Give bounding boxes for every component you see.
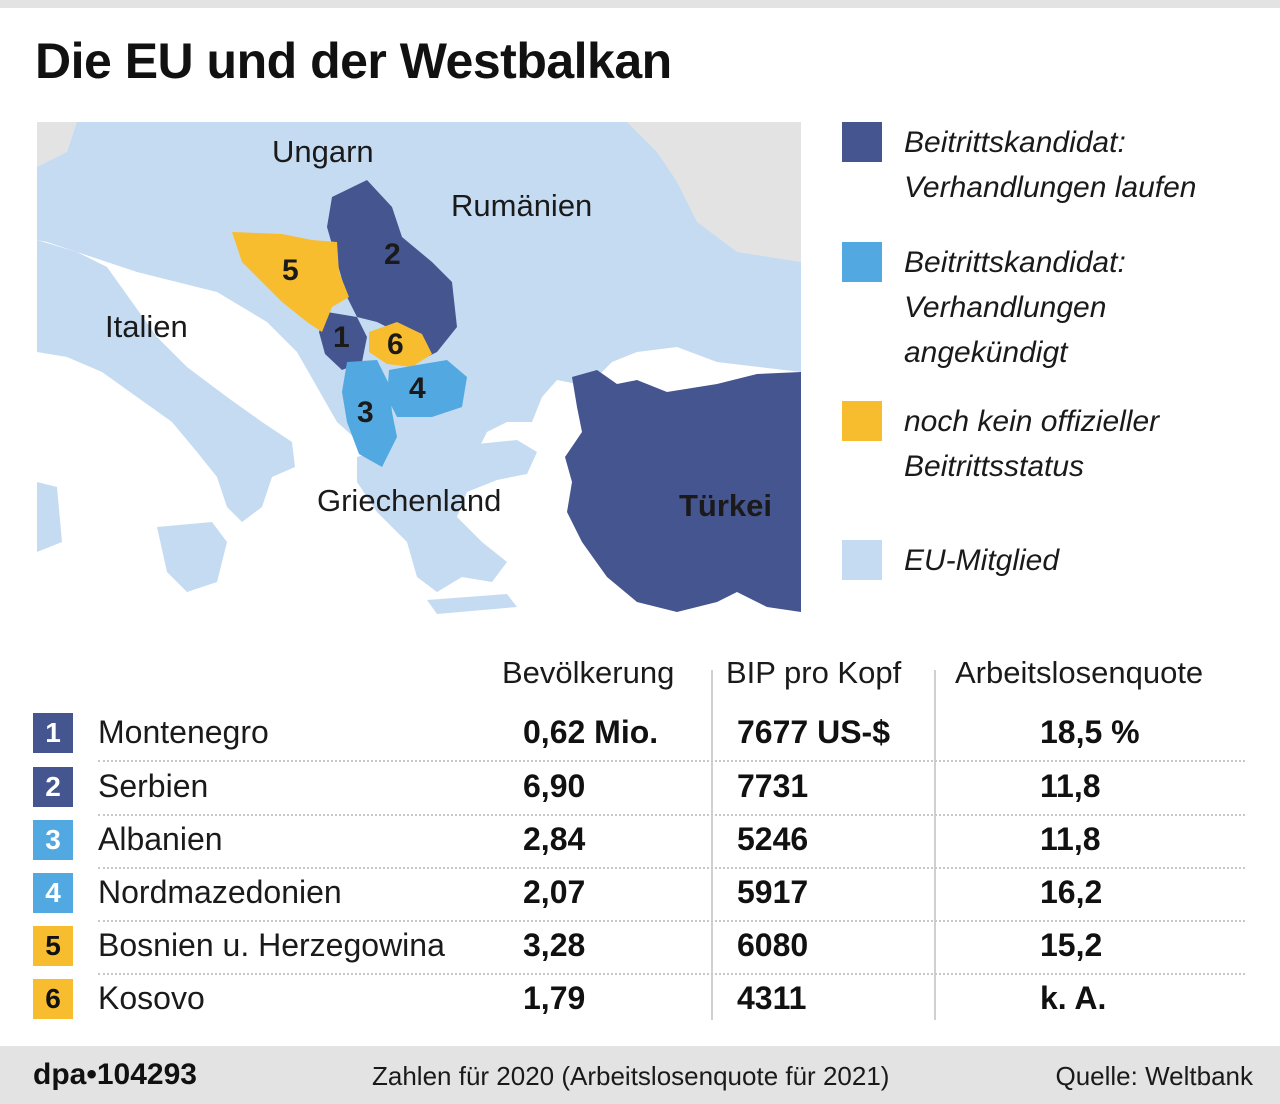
row-separator	[98, 760, 1245, 762]
bosnia-region	[232, 232, 349, 332]
legend-swatch-negotiating	[842, 122, 882, 162]
row-country: Albanien	[98, 821, 223, 857]
legend-label-eu-member: EU-Mitglied	[904, 544, 1060, 577]
row-gdp: 5246	[737, 821, 809, 857]
sicily	[157, 522, 227, 592]
turkey-region	[565, 370, 801, 612]
map-number-4: 4	[409, 372, 426, 405]
row-unemployment: k. A.	[1040, 980, 1107, 1016]
map-svg: 2 5 1 6 3 4 Ungarn Rumänien Italien Grie…	[37, 122, 801, 620]
header-population: Bevölkerung	[502, 655, 675, 690]
map-label-greece: Griechenland	[317, 483, 501, 518]
dpa-logo: dpa•104293	[33, 1058, 197, 1091]
map-number-5: 5	[282, 254, 299, 287]
map-label-italy: Italien	[105, 309, 188, 344]
italy-land	[37, 240, 295, 522]
serbia-region	[327, 180, 457, 362]
row-population: 0,62 Mio.	[523, 714, 659, 750]
map-number-2: 2	[384, 238, 401, 271]
non-eu-land-west	[37, 122, 77, 167]
footer-bar: dpa•104293 Zahlen für 2020 (Arbeitslosen…	[0, 1046, 1280, 1104]
row-population: 2,84	[523, 821, 586, 857]
row-separator	[98, 867, 1245, 869]
row-population: 3,28	[523, 927, 586, 963]
row-country: Serbien	[98, 768, 209, 804]
legend-label-no-status: noch kein offizieller Beitrittsstatus	[904, 405, 1160, 483]
montenegro-region	[319, 312, 367, 370]
legend-swatch-eu-member	[842, 540, 882, 580]
row-number-badge: 1	[33, 713, 73, 753]
map-number-6: 6	[387, 328, 404, 361]
row-number-badge: 6	[33, 979, 73, 1019]
row-unemployment: 11,8	[1040, 768, 1101, 804]
row-population: 1,79	[523, 980, 586, 1016]
kosovo-region	[369, 322, 432, 367]
header-gdp: BIP pro Kopf	[726, 655, 902, 690]
column-divider	[711, 670, 713, 1020]
row-unemployment: 16,2	[1040, 874, 1103, 910]
row-gdp: 6080	[737, 927, 809, 963]
row-separator	[98, 814, 1245, 816]
row-country: Bosnien u. Herzegowina	[98, 927, 445, 963]
map-number-1: 1	[333, 321, 350, 354]
table-row: 6 Kosovo 1,79 4311 k. A.	[0, 973, 1280, 1026]
row-number-badge: 4	[33, 873, 73, 913]
column-divider	[934, 670, 936, 1020]
row-number-badge: 3	[33, 820, 73, 860]
legend-label-announced: Beitrittskandidat: Verhandlungen angekün…	[904, 246, 1126, 369]
row-unemployment: 18,5 %	[1040, 714, 1140, 750]
row-unemployment: 11,8	[1040, 821, 1101, 857]
map-label-romania: Rumänien	[451, 188, 592, 223]
row-separator	[98, 920, 1245, 922]
row-population: 2,07	[523, 874, 586, 910]
row-unemployment: 15,2	[1040, 927, 1103, 963]
footer-source: Quelle: Weltbank	[1055, 1061, 1253, 1091]
row-gdp: 5917	[737, 874, 809, 910]
table-row: 4 Nordmazedonien 2,07 5917 16,2	[0, 867, 1280, 920]
row-number-badge: 2	[33, 767, 73, 807]
row-gdp: 4311	[737, 980, 807, 1016]
row-country: Montenegro	[98, 714, 269, 750]
table-row: 1 Montenegro 0,62 Mio. 7677 US-$ 18,5 %	[0, 707, 1280, 760]
non-eu-land	[627, 122, 801, 262]
table-row: 5 Bosnien u. Herzegowina 3,28 6080 15,2	[0, 920, 1280, 973]
row-gdp: 7677 US-$	[737, 714, 890, 750]
legend-label-negotiating: Beitrittskandidat: Verhandlungen laufen	[904, 126, 1197, 204]
row-population: 6,90	[523, 768, 586, 804]
row-number-badge: 5	[33, 926, 73, 966]
albania-region	[342, 360, 397, 467]
table-row: 2 Serbien 6,90 7731 11,8	[0, 761, 1280, 814]
balkan-map: 2 5 1 6 3 4 Ungarn Rumänien Italien Grie…	[37, 122, 801, 620]
header-unemployment: Arbeitslosenquote	[955, 655, 1204, 690]
greece-land	[357, 440, 537, 592]
page-title: Die EU und der Westbalkan	[35, 33, 672, 89]
row-country: Kosovo	[98, 980, 205, 1016]
legend-swatch-no-status	[842, 401, 882, 441]
map-label-turkey: Türkei	[679, 488, 772, 523]
table-row: 3 Albanien 2,84 5246 11,8	[0, 814, 1280, 867]
crete	[427, 594, 517, 614]
footer-note: Zahlen für 2020 (Arbeitslosenquote für 2…	[372, 1061, 890, 1091]
map-number-3: 3	[357, 396, 374, 429]
legend-swatch-announced	[842, 242, 882, 282]
north-macedonia-region	[387, 360, 467, 417]
row-separator	[98, 973, 1245, 975]
map-label-hungary: Ungarn	[272, 134, 374, 169]
sardinia	[37, 482, 62, 552]
row-gdp: 7731	[737, 768, 809, 804]
top-bar	[0, 0, 1280, 8]
row-country: Nordmazedonien	[98, 874, 342, 910]
